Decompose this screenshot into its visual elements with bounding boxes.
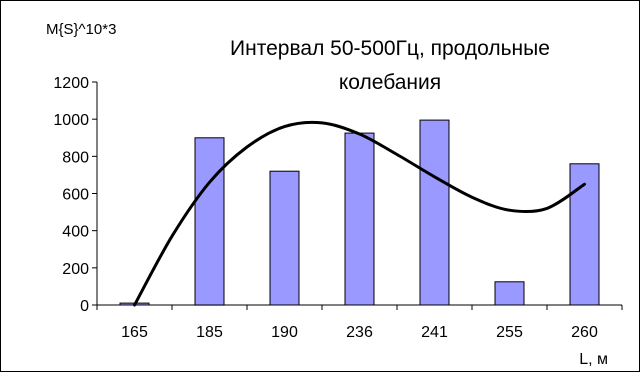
y-tick-label-200: 200 (62, 261, 89, 278)
bar-185 (194, 137, 225, 306)
x-tick-label-190: 190 (271, 324, 298, 341)
bar-255 (494, 281, 525, 306)
x-tick-label-165: 165 (121, 324, 148, 341)
bar-236 (344, 132, 375, 306)
y-tick-label-1000: 1000 (53, 112, 89, 129)
x-tick-label-236: 236 (346, 324, 373, 341)
x-axis-title: L, м (579, 351, 608, 368)
y-tick-label-0: 0 (80, 298, 89, 315)
trend-line (133, 120, 586, 307)
chart-title-line-2: колебания (339, 71, 441, 94)
chart-title-line-1: Интервал 50-500Гц, продольные (230, 37, 550, 60)
plot-area: 0 200 400 600 800 1000 1200 165 185 190 236 241 255 2… (53, 75, 623, 341)
bar-241 (419, 119, 450, 306)
y-tick-label-600: 600 (62, 187, 89, 204)
y-tick-label-400: 400 (62, 224, 89, 241)
bar-190 (269, 170, 300, 306)
y-tick-label-1200: 1200 (53, 75, 89, 92)
y-axis-title: M{S}^10*3 (46, 21, 116, 38)
x-tick-label-185: 185 (196, 324, 223, 341)
x-tick-label-260: 260 (571, 324, 598, 341)
x-tick-label-255: 255 (496, 324, 523, 341)
x-tick-label-241: 241 (421, 324, 448, 341)
y-tick-label-800: 800 (62, 149, 89, 166)
